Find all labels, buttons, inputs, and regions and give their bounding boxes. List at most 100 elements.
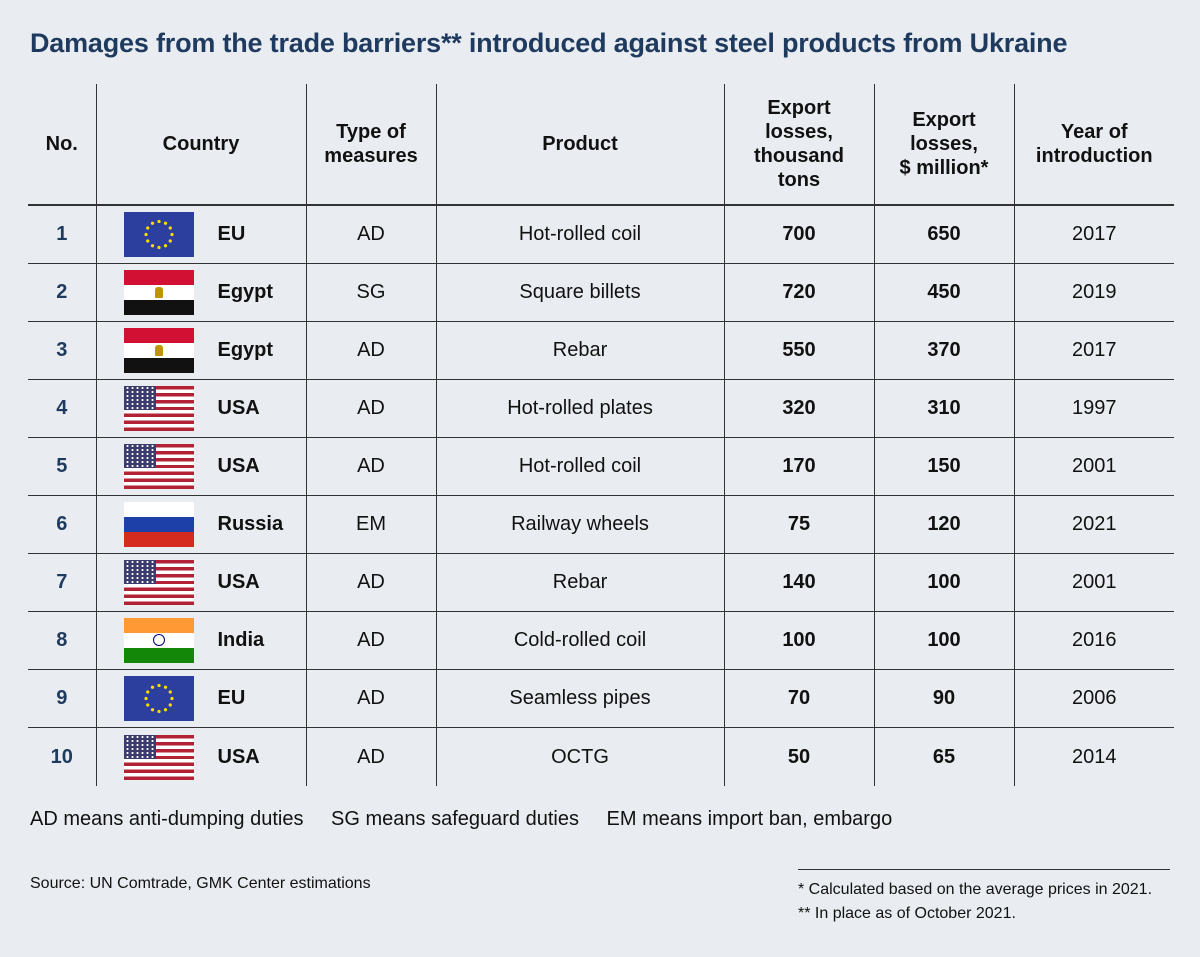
measure-type: AD [305,379,436,438]
row-number: 10 [28,727,96,786]
table-row: 4 USA AD Hot-rolled plates 320 310 1997 [28,379,1174,438]
table-row: 2 Egypt SG Square billets 720 450 2019 [28,263,1174,322]
year-of-introduction: 2001 [1013,437,1174,496]
table-row: 8 India AD Cold-rolled coil 100 100 2016 [28,611,1174,670]
export-losses-usd: 65 [873,727,1014,786]
table-body: 1 EU AD Hot-rolled coil 700 650 2017 2 Egypt SG Sq… [28,204,1174,786]
export-losses-usd: 150 [873,437,1014,496]
product: Hot-rolled coil [435,204,724,264]
year-of-introduction: 2016 [1013,611,1174,670]
country-name: Egypt [217,281,274,303]
header-no: No. [45,133,78,155]
country-cell: Egypt [95,321,306,380]
export-losses-usd: 310 [873,379,1014,438]
table-row: 9 EU AD Seamless pipes 70 90 2006 [28,669,1174,728]
header-row: No. Country Type of measures Product Expo… [28,84,1174,205]
country-cell: USA [95,727,306,786]
export-losses-usd: 650 [873,204,1014,264]
product: Cold-rolled coil [435,611,724,670]
header-measures: Type of measures [305,84,436,205]
header-year: Year of introduction [1013,84,1174,205]
year-of-introduction: 2001 [1013,553,1174,612]
header-export-tons: Export losses, thousand tons [723,84,874,205]
country-name: USA [217,455,260,477]
product: Rebar [435,321,724,380]
measure-type: AD [305,669,436,728]
usa-flag [123,734,194,780]
usa-flag [123,386,194,431]
product: Seamless pipes [435,669,724,728]
export-losses-tons: 70 [723,669,874,728]
country-name: EU [217,223,246,245]
country-cell: Egypt [95,263,306,322]
measure-type: SG [305,263,436,322]
measure-type: EM [305,495,436,554]
product: OCTG [435,727,724,786]
eu-flag [123,676,194,721]
table-row: 3 Egypt AD Rebar 550 370 2017 [28,321,1174,380]
export-losses-tons: 50 [723,727,874,786]
export-losses-usd: 100 [873,611,1014,670]
product: Rebar [435,553,724,612]
export-losses-usd: 120 [873,495,1014,554]
footnote-divider [798,869,1170,870]
damages-table: No. Country Type of measures Product Expo… [28,84,1174,786]
table-row: 1 EU AD Hot-rolled coil 700 650 2017 [28,204,1174,264]
row-number: 4 [28,379,96,438]
usa-flag [123,444,194,489]
table-row: 6 Russia EM Railway wheels 75 120 2021 [28,495,1174,554]
country-cell: USA [95,379,306,438]
export-losses-tons: 75 [723,495,874,554]
country-cell: USA [95,553,306,612]
country-cell: EU [95,204,306,264]
country-cell: Russia [95,495,306,554]
measure-type: AD [305,553,436,612]
country-name: Russia [217,513,284,535]
export-losses-tons: 550 [723,321,874,380]
country-cell: EU [95,669,306,728]
export-losses-usd: 450 [873,263,1014,322]
header-country: Country [95,84,306,205]
footnote-2: ** In place as of October 2021. [798,905,1016,922]
product: Square billets [435,263,724,322]
product: Hot-rolled plates [435,379,724,438]
eu-flag [123,212,194,257]
year-of-introduction: 2017 [1013,204,1174,264]
country-name: EU [217,687,246,709]
year-of-introduction: 2014 [1013,727,1174,786]
export-losses-usd: 100 [873,553,1014,612]
table-row: 10 USA AD OCTG 50 65 2014 [28,727,1174,786]
header-export-usd: Export losses, $ million* [873,84,1014,205]
export-losses-tons: 720 [723,263,874,322]
measure-type: AD [305,437,436,496]
measure-type: AD [305,204,436,264]
country-cell: India [95,611,306,670]
row-number: 7 [28,553,96,612]
year-of-introduction: 2017 [1013,321,1174,380]
footnote-1: * Calculated based on the average prices… [798,881,1153,898]
table-row: 7 USA AD Rebar 140 100 2001 [28,553,1174,612]
country-name: USA [217,571,260,593]
footnotes: * Calculated based on the average prices… [798,878,1152,926]
export-losses-tons: 700 [723,204,874,264]
year-of-introduction: 2021 [1013,495,1174,554]
row-number: 2 [28,263,96,322]
measure-type: AD [305,727,436,786]
measure-type: AD [305,321,436,380]
year-of-introduction: 1997 [1013,379,1174,438]
egypt-flag [123,270,194,315]
export-losses-tons: 100 [723,611,874,670]
measures-legend: AD means anti-dumping duties SG means sa… [30,808,914,831]
legend-ad: AD means anti-dumping duties [30,808,304,830]
header-product: Product [435,84,724,205]
row-number: 8 [28,611,96,670]
product: Hot-rolled coil [435,437,724,496]
measure-type: AD [305,611,436,670]
table-row: 5 USA AD Hot-rolled coil 170 150 2001 [28,437,1174,496]
legend-em: EM means import ban, embargo [606,808,893,830]
year-of-introduction: 2006 [1013,669,1174,728]
row-number: 1 [28,204,96,264]
row-number: 5 [28,437,96,496]
row-number: 9 [28,669,96,728]
country-cell: USA [95,437,306,496]
